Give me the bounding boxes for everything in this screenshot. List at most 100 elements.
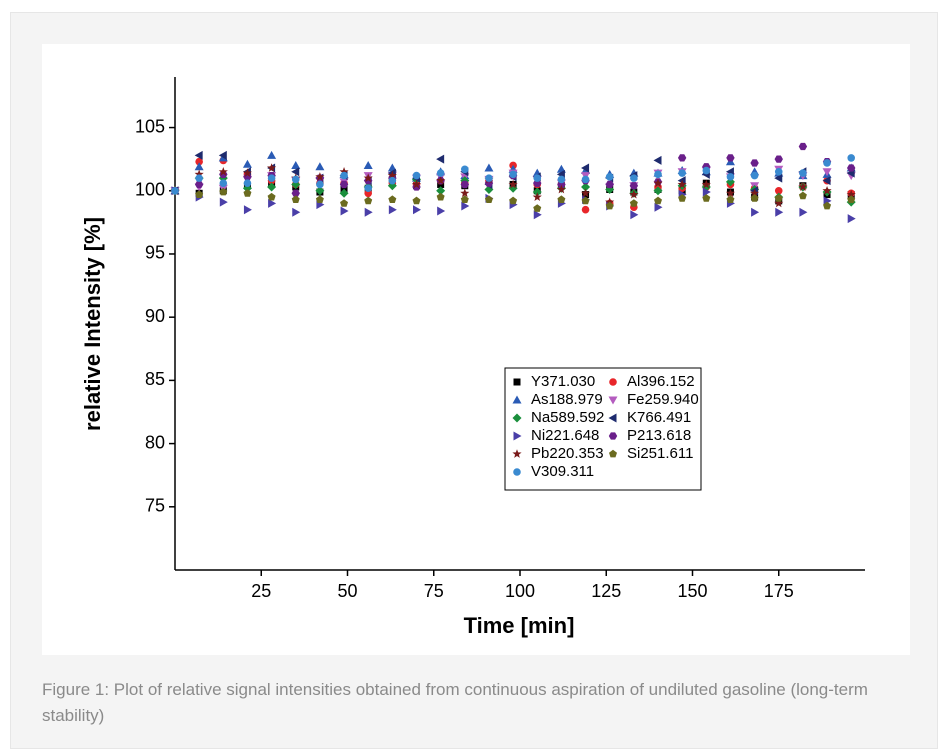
point bbox=[195, 174, 203, 182]
point bbox=[750, 188, 760, 198]
point bbox=[363, 160, 373, 169]
legend-label: K766.491 bbox=[627, 409, 691, 426]
point bbox=[822, 176, 831, 186]
legend-marker bbox=[512, 413, 522, 423]
point bbox=[774, 186, 783, 195]
point bbox=[436, 154, 445, 164]
legend-label: Si251.611 bbox=[627, 445, 693, 462]
point bbox=[654, 196, 662, 205]
y-tick-label: 75 bbox=[145, 496, 165, 516]
point bbox=[846, 189, 856, 199]
point bbox=[218, 167, 228, 176]
point bbox=[847, 195, 856, 204]
point bbox=[580, 188, 591, 198]
point bbox=[847, 214, 856, 224]
point bbox=[219, 197, 228, 207]
point bbox=[364, 177, 373, 185]
point bbox=[629, 182, 639, 190]
point bbox=[677, 154, 687, 162]
legend-label: Al396.152 bbox=[627, 373, 695, 390]
x-axis-title: Time [min] bbox=[464, 613, 575, 638]
point bbox=[460, 195, 469, 204]
legend-marker bbox=[513, 378, 521, 386]
point bbox=[629, 189, 639, 199]
point bbox=[243, 189, 252, 197]
figure-caption: Figure 1: Plot of relative signal intens… bbox=[42, 680, 868, 725]
chart: Time [min] relative Intensity [%] 75 80 85… bbox=[42, 44, 910, 655]
point bbox=[460, 180, 469, 189]
point bbox=[702, 194, 711, 202]
y-tick-label: 100 bbox=[135, 180, 165, 200]
point bbox=[340, 206, 349, 216]
point bbox=[581, 182, 591, 192]
point bbox=[413, 205, 421, 215]
point bbox=[461, 201, 470, 211]
legend-label: Pb220.353 bbox=[531, 445, 604, 462]
point bbox=[605, 201, 614, 210]
point bbox=[702, 166, 711, 175]
chart-panel bbox=[42, 44, 910, 655]
point bbox=[412, 171, 421, 180]
legend-marker bbox=[512, 395, 522, 404]
point bbox=[387, 170, 397, 180]
point bbox=[726, 195, 735, 204]
point bbox=[508, 179, 518, 189]
point bbox=[484, 195, 493, 204]
point bbox=[243, 205, 252, 215]
point bbox=[726, 173, 735, 181]
point bbox=[533, 174, 542, 182]
point bbox=[461, 165, 469, 174]
point bbox=[267, 192, 276, 201]
point bbox=[339, 188, 349, 198]
point bbox=[823, 201, 832, 210]
point bbox=[508, 183, 518, 193]
legend-marker bbox=[608, 432, 618, 440]
point bbox=[653, 186, 663, 196]
point bbox=[677, 179, 687, 189]
point bbox=[412, 183, 421, 191]
x-tick-label: 50 bbox=[337, 581, 357, 601]
point bbox=[701, 179, 711, 189]
point bbox=[291, 160, 301, 169]
point bbox=[436, 169, 445, 177]
point bbox=[847, 164, 856, 172]
point bbox=[799, 207, 808, 217]
point bbox=[799, 169, 807, 177]
point bbox=[291, 167, 300, 177]
y-tick-label: 95 bbox=[145, 243, 165, 263]
legend-marker bbox=[608, 413, 617, 423]
x-tick-label: 100 bbox=[505, 581, 535, 601]
point bbox=[412, 196, 421, 205]
point bbox=[268, 198, 277, 208]
point bbox=[194, 162, 204, 171]
point bbox=[581, 163, 590, 173]
legend-marker bbox=[513, 431, 522, 441]
point bbox=[267, 163, 277, 172]
legend-marker bbox=[609, 378, 617, 386]
legend-marker bbox=[513, 468, 521, 476]
point bbox=[605, 180, 614, 189]
point bbox=[219, 179, 228, 187]
point bbox=[219, 187, 228, 196]
point bbox=[291, 189, 300, 197]
point bbox=[242, 168, 253, 177]
point bbox=[653, 178, 663, 188]
point bbox=[774, 198, 784, 208]
point bbox=[411, 179, 422, 189]
x-tick-label: 125 bbox=[591, 581, 621, 601]
point bbox=[798, 142, 808, 151]
y-tick-label: 90 bbox=[145, 306, 165, 326]
point bbox=[194, 150, 203, 160]
y-axis-title: relative Intensity [%] bbox=[80, 217, 105, 431]
point bbox=[315, 162, 325, 171]
point bbox=[774, 173, 783, 183]
point bbox=[340, 199, 349, 207]
point bbox=[292, 207, 301, 217]
point bbox=[436, 192, 445, 201]
point bbox=[194, 180, 204, 189]
point bbox=[388, 205, 397, 215]
point bbox=[315, 172, 325, 181]
point bbox=[364, 184, 373, 193]
point bbox=[436, 186, 446, 196]
